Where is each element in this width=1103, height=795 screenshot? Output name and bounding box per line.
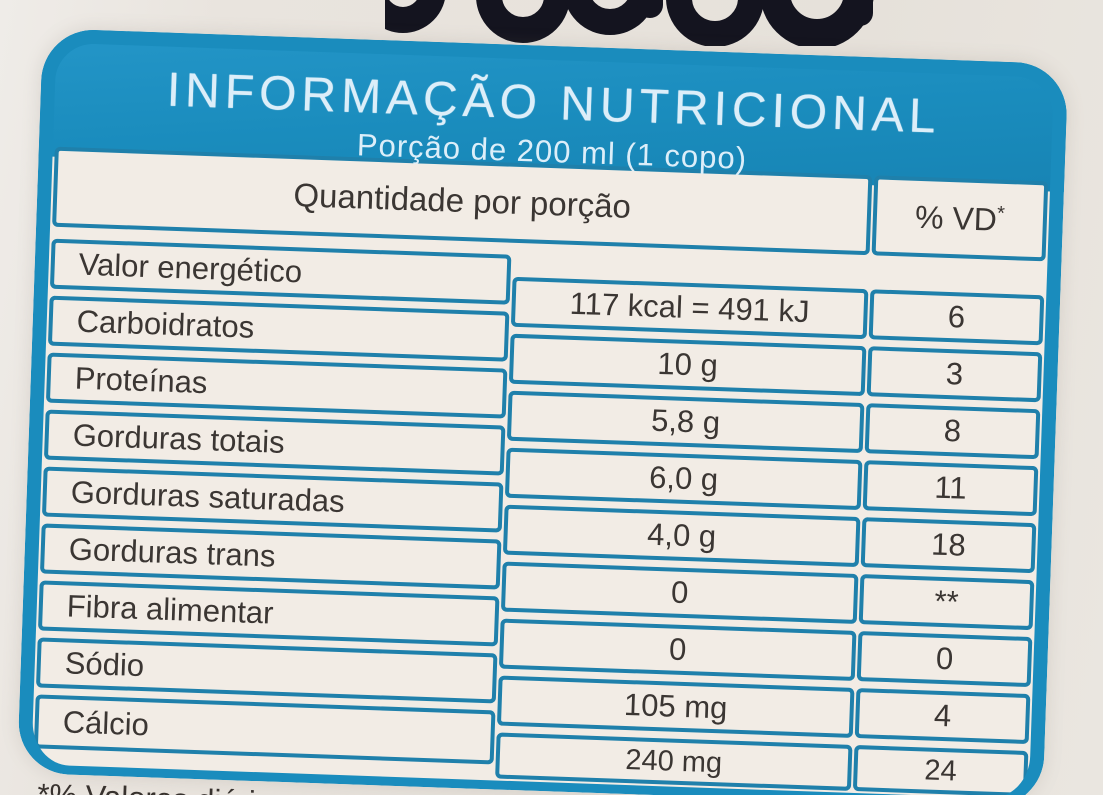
- nutrient-name-cell: Gorduras saturadas: [46, 470, 500, 529]
- nutrient-name-cell: Cálcio: [37, 698, 492, 761]
- amount-cell: 105 mg: [501, 679, 851, 734]
- nutrient-name-cell: Sódio: [40, 641, 494, 700]
- daily-value-header: % VD *: [875, 179, 1045, 258]
- quantity-header-text: Quantidade por porção: [292, 176, 632, 225]
- brand-logo-fragment-icon: [385, 0, 890, 46]
- daily-value-cell: 0: [860, 635, 1029, 683]
- amount-cell: 4,0 g: [507, 508, 857, 563]
- amount-cell: 6,0 g: [509, 451, 859, 506]
- nutrient-name-cell: Gorduras totais: [48, 413, 502, 472]
- amount-cell: 0: [503, 622, 853, 677]
- amount-cell: 0: [505, 565, 855, 620]
- daily-value-cell: 4: [858, 692, 1027, 740]
- nutrient-name-cell: Proteínas: [50, 356, 504, 415]
- amount-cell: 10 g: [513, 337, 863, 392]
- nutrient-name-cell: Valor energético: [54, 242, 508, 301]
- amount-cell: 5,8 g: [511, 394, 861, 449]
- nutrient-name-cell: Fibra alimentar: [42, 584, 496, 643]
- daily-value-cell: 3: [870, 350, 1039, 399]
- brand-letter-shapes-icon: [385, 0, 874, 46]
- nutrition-label-panel: INFORMAÇÃO NUTRICIONAL Porção de 200 ml …: [16, 28, 1069, 795]
- nutrient-name-cell: Carboidratos: [52, 299, 506, 358]
- daily-value-cell: 11: [866, 464, 1035, 513]
- daily-value-cell: 6: [872, 293, 1041, 342]
- amount-cell: 117 kcal = 491 kJ: [515, 280, 865, 336]
- daily-value-cell: 24: [857, 749, 1025, 793]
- daily-value-cell: 8: [868, 407, 1037, 456]
- amount-cell: 240 mg: [499, 736, 849, 787]
- daily-value-cell: 18: [864, 521, 1033, 570]
- daily-value-cell: **: [862, 578, 1031, 626]
- dv-header-text: % VD: [914, 198, 998, 238]
- nutrient-name-cell: Gorduras trans: [44, 527, 498, 586]
